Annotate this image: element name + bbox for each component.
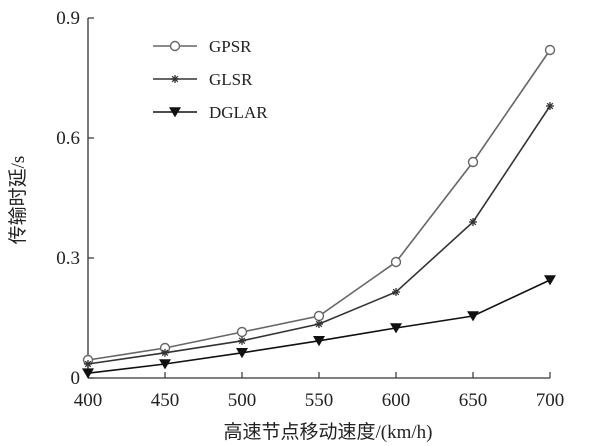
- data-point: [238, 336, 246, 345]
- x-tick-label: 450: [151, 390, 180, 411]
- series-group: [82, 44, 556, 379]
- data-point: [392, 288, 400, 296]
- x-tick-label: 550: [305, 390, 334, 411]
- data-point: [82, 368, 94, 379]
- x-tick-label: 650: [459, 390, 488, 411]
- data-point: [236, 348, 248, 359]
- data-point: [171, 75, 179, 83]
- data-point: [159, 359, 171, 370]
- x-tick-label: 400: [74, 390, 103, 411]
- series-dglar: [82, 275, 556, 379]
- data-point: [544, 44, 556, 56]
- data-point: [544, 275, 556, 286]
- x-axis-label: 高速节点移动速度/(km/h): [224, 421, 433, 443]
- data-point: [546, 102, 554, 110]
- y-tick-label: 0: [71, 368, 81, 389]
- x-tick-label: 500: [228, 390, 257, 411]
- legend-item-gpsr: GPSR: [153, 37, 252, 56]
- series-glsr: [84, 102, 554, 368]
- series-gpsr: [82, 44, 556, 366]
- data-point: [467, 156, 479, 168]
- data-point: [84, 360, 92, 368]
- y-tick-label: 0.9: [56, 8, 80, 29]
- data-point: [390, 256, 402, 268]
- data-point: [467, 311, 479, 322]
- data-point: [313, 310, 325, 322]
- data-point: [390, 323, 402, 334]
- legend-label: GLSR: [209, 70, 253, 89]
- data-point: [161, 348, 169, 357]
- tick-labels: 400 450 500 550 600 650 700 0 0.3 0.6 0.9: [56, 8, 564, 411]
- y-tick-label: 0.3: [56, 248, 80, 269]
- legend-item-dglar: DGLAR: [153, 103, 268, 122]
- data-point: [169, 40, 181, 52]
- data-point: [236, 326, 248, 338]
- data-point: [169, 107, 181, 118]
- x-tick-label: 600: [382, 390, 411, 411]
- y-axis-label: 传输时延/s: [7, 156, 29, 245]
- x-tick-label: 700: [536, 390, 565, 411]
- legend: GPSR GLSR DGLAR: [153, 37, 268, 122]
- y-tick-label: 0.6: [56, 128, 80, 149]
- legend-label: DGLAR: [209, 103, 268, 122]
- data-point: [315, 320, 323, 328]
- legend-item-glsr: GLSR: [153, 70, 253, 89]
- legend-label: GPSR: [209, 37, 252, 56]
- data-point: [469, 218, 477, 226]
- data-point: [313, 336, 325, 347]
